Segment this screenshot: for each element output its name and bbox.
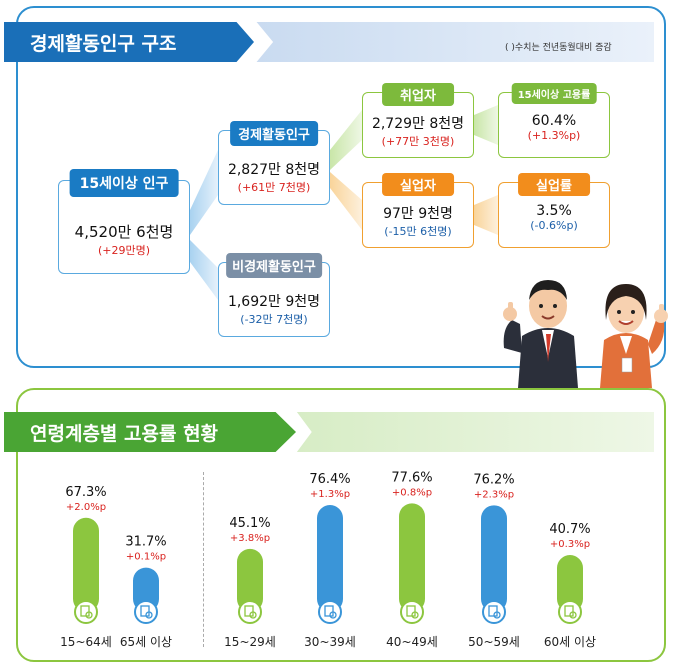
group-divider [203,472,204,647]
active-change: (+61만 7천명) [237,181,311,194]
value-label-2: 45.1% [229,516,270,531]
value-label-0: 67.3% [65,485,106,500]
value-label-6: 40.7% [549,522,590,537]
population-box: 15세이상 인구 4,520만 6천명 (+29만명) [58,169,190,274]
inactive-change: (-32만 7천명) [240,313,308,326]
category-label-0: 15~64세 [60,635,112,649]
business-people-illustration [503,280,668,388]
change-label-2: +3.8%p [230,533,270,544]
chart-title: 연령계층별 고용률 현황 [4,412,296,452]
document-icon-5 [488,605,498,617]
structure-connectors [190,105,498,300]
category-label-2: 15~29세 [224,635,276,649]
magnifier-icon-2 [249,611,257,619]
document-icon-2 [244,605,254,617]
unemployed-box: 실업자 97만 9천명 (-15만 6천명) [362,173,474,248]
value-label-3: 76.4% [309,472,350,487]
magnifier-icon-5 [493,611,501,619]
magnifier-icon-1 [145,611,153,619]
category-label-5: 50~59세 [468,635,520,649]
employment-rate-value: 60.4% [531,113,577,129]
magnifier-icon-0 [85,611,93,619]
magnifier-icon-3 [329,611,337,619]
value-label-1: 31.7% [125,535,166,550]
employment-rate-box: 15세이상 고용률 60.4% (+1.3%p) [498,83,610,158]
document-icon-6 [564,605,574,617]
document-magnifier-icon [482,600,506,624]
document-icon-1 [140,605,150,617]
change-label-0: +2.0%p [66,502,106,513]
magnifier-icon-4 [411,611,419,619]
inactive-value: 1,692만 9천명 [227,294,321,310]
bar-0 [73,517,99,612]
category-label-1: 65세 이상 [120,635,172,649]
magnifier-icon-6 [569,611,577,619]
population-change: (+29만명) [97,244,151,257]
population-value: 4,520만 6천명 [74,223,174,241]
unemployment-rate-box: 실업률 3.5% (-0.6%p) [498,173,610,248]
unemployed-label: 실업자 [382,173,454,196]
employed-box: 취업자 2,729만 8천명 (+77만 3천명) [362,83,474,158]
bar-2 [237,548,263,612]
category-label-6: 60세 이상 [544,635,596,649]
category-label-3: 30~39세 [304,635,356,649]
document-magnifier-icon [400,600,424,624]
unemployment-rate-value: 3.5% [536,203,572,219]
document-icon-0 [80,605,90,617]
change-label-4: +0.8%p [392,487,432,498]
value-label-5: 76.2% [473,472,514,487]
structure-banner-tail [256,22,654,62]
active-label: 경제활동인구 [230,121,318,146]
bar-5 [481,505,507,612]
value-label-4: 77.6% [391,470,432,485]
bar-6 [557,555,583,612]
employment-rate-label: 15세이상 고용률 [511,83,597,104]
document-icon-3 [324,605,334,617]
bar-4 [399,503,425,612]
inactive-label: 비경제활동인구 [226,253,322,278]
age-banner-tail [296,412,654,452]
bar-1 [133,567,159,612]
employment-rate-change: (+1.3%p) [527,129,581,142]
document-magnifier-icon [74,600,98,624]
change-label-3: +1.3%p [310,489,350,500]
active-box: 경제활동인구 2,827만 8천명 (+61만 7천명) [218,121,330,205]
employed-label: 취업자 [382,83,454,106]
change-label-1: +0.1%p [126,552,166,563]
active-value: 2,827만 8천명 [227,162,321,178]
document-icon-4 [406,605,416,617]
unemployment-rate-change: (-0.6%p) [530,219,578,232]
change-note: ( )수치는 전년동월대비 증감 [505,43,612,53]
category-label-4: 40~49세 [386,635,438,649]
unemployed-change: (-15만 6천명) [384,225,452,238]
employed-change: (+77만 3천명) [381,135,455,148]
employed-value: 2,729만 8천명 [371,116,465,132]
unemployed-value: 97만 9천명 [383,206,453,222]
document-magnifier-icon [318,600,342,624]
document-magnifier-icon [134,600,158,624]
population-label: 15세이상 인구 [69,169,179,197]
document-magnifier-icon [558,600,582,624]
change-label-6: +0.3%p [550,539,590,550]
change-label-5: +2.3%p [474,489,514,500]
unemployment-rate-label: 실업률 [518,173,590,196]
bar-3 [317,505,343,612]
structure-title: 경제활동인구 구조 [4,22,254,62]
inactive-box: 비경제활동인구 1,692만 9천명 (-32만 7천명) [218,253,330,337]
document-magnifier-icon [238,600,262,624]
